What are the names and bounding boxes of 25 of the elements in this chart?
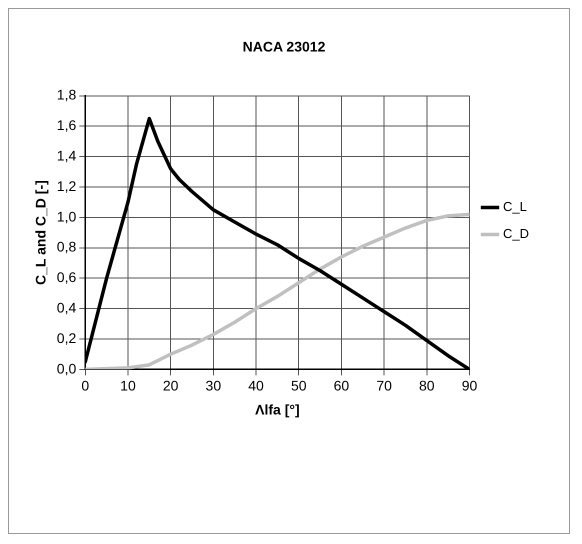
x-tick-label: 50 [290, 378, 307, 394]
y-tick-label: 1,4 [56, 147, 76, 164]
x-tick-label: 90 [462, 378, 478, 394]
legend-label: C_D [502, 226, 530, 242]
y-tick-label: 0,0 [56, 360, 76, 376]
y-tick-label: 1,0 [56, 208, 76, 224]
legend-label: C_L [502, 199, 527, 214]
y-tick-label: 0,4 [56, 299, 76, 316]
x-tick-label: 40 [248, 378, 264, 394]
x-tick-label: 80 [419, 378, 435, 394]
x-tick-label: 10 [120, 378, 136, 394]
y-tick-label: 0,6 [56, 269, 76, 286]
x-tick-label: 70 [376, 378, 392, 394]
x-tick-label: 30 [206, 378, 222, 394]
x-axis-title: Λlfa [°] [255, 401, 300, 418]
chart-title: NACA 23012 [242, 38, 326, 54]
y-tick-label: 0,8 [56, 238, 76, 255]
x-tick-label: 60 [334, 378, 350, 394]
y-tick-label: 0,2 [56, 330, 76, 346]
y-axis-title: C_L and C_D [-] [32, 180, 48, 285]
y-tick-label: 1,6 [56, 117, 76, 134]
x-tick-label: 20 [162, 378, 179, 394]
y-tick-label: 1,8 [56, 86, 76, 103]
x-tick-label: 0 [81, 378, 90, 394]
y-tick-label: 1,2 [56, 178, 76, 194]
